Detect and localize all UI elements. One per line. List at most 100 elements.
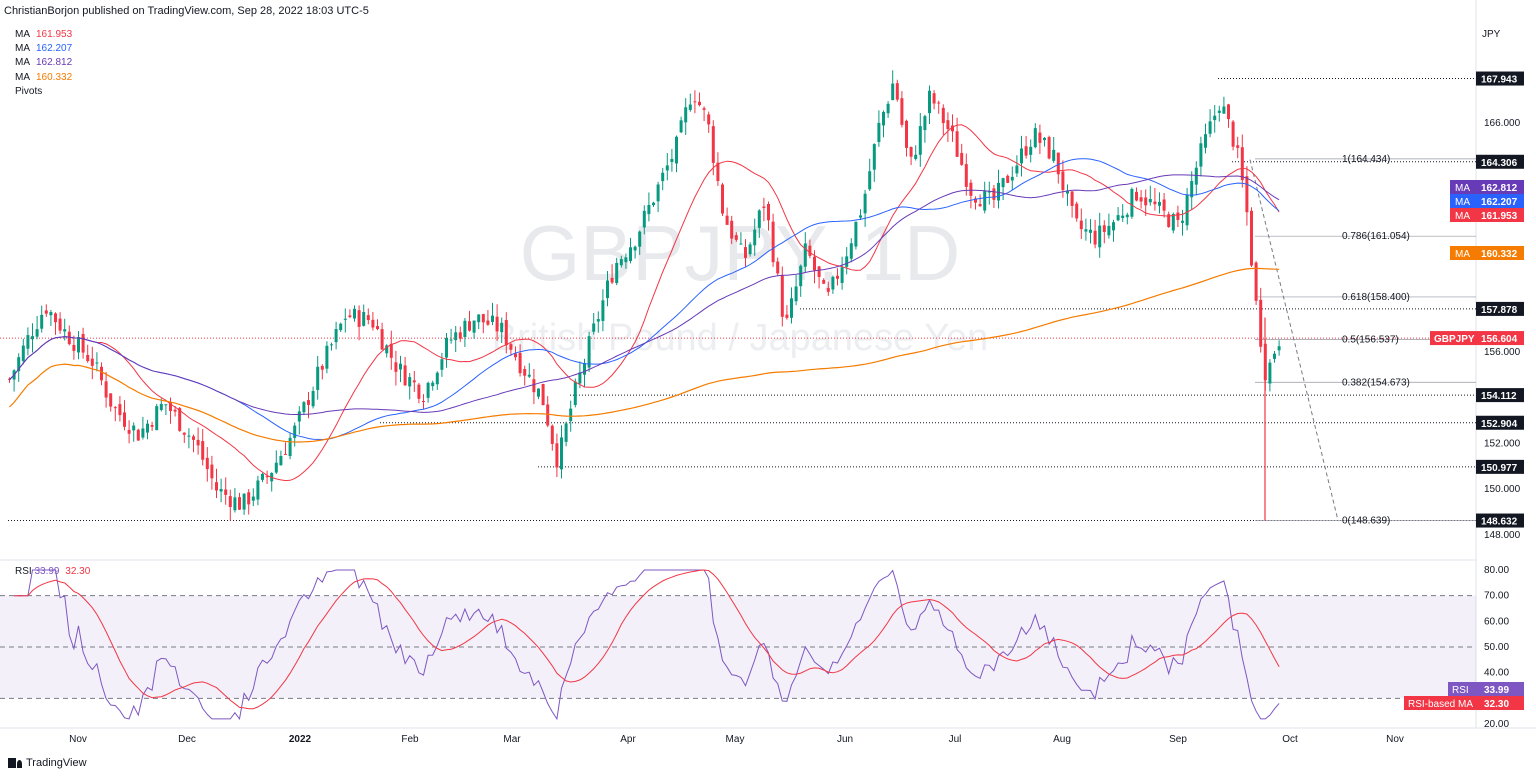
candle-body xyxy=(1089,229,1092,233)
time-tick-11: Oct xyxy=(1282,734,1298,745)
candle-body xyxy=(983,190,987,211)
time-tick-7: Jun xyxy=(837,734,853,745)
candle-body xyxy=(1052,149,1056,161)
candle-body xyxy=(31,336,34,340)
candle-body xyxy=(688,104,692,110)
candle-body xyxy=(937,102,941,104)
candle-body xyxy=(711,126,715,163)
candle-body xyxy=(638,231,642,247)
candle-body xyxy=(863,193,867,214)
level-badge-1 xyxy=(1476,154,1524,169)
candle-body xyxy=(1015,165,1019,174)
candle-body xyxy=(279,456,283,466)
ma-legend-1[interactable]: MA 161.953 xyxy=(15,29,73,40)
candle-body xyxy=(877,122,881,143)
rsi-legend[interactable]: RSI 33.99 32.30 xyxy=(15,566,91,577)
ma-100-line xyxy=(9,174,1280,415)
rsi-tick-4: 60.00 xyxy=(1484,616,1509,627)
fib-label-3: 0.5(156.537) xyxy=(1342,335,1399,346)
indicator-legend: MA 161.953 MA 162.207 MA 162.812 MA 160.332 … xyxy=(15,28,72,99)
price-tick-2: 152.000 xyxy=(1484,438,1521,449)
candle-body xyxy=(49,312,53,316)
level-label-0: 167.943 xyxy=(1481,75,1518,86)
candle-body xyxy=(311,391,315,407)
candle-body xyxy=(518,352,522,374)
fib-label-0: 1(164.434) xyxy=(1342,154,1390,165)
candle-body xyxy=(403,365,407,386)
candle-body xyxy=(803,243,807,267)
candle-body xyxy=(1075,203,1079,219)
candle-body xyxy=(762,206,766,208)
candle-body xyxy=(836,275,839,279)
ma-badge-value-0: 162.812 xyxy=(1481,183,1518,194)
price-tick-4: 166.000 xyxy=(1484,118,1521,129)
candle-body xyxy=(923,116,927,131)
candle-body xyxy=(146,423,149,433)
candle-body xyxy=(21,345,25,362)
candle-body xyxy=(1227,104,1230,120)
candle-body xyxy=(537,388,540,397)
ma-legend-4[interactable]: MA 160.332 xyxy=(15,71,73,83)
level-label-4: 152.904 xyxy=(1481,419,1518,430)
candle-body xyxy=(744,247,747,258)
candle-body xyxy=(1020,148,1023,164)
candle-body xyxy=(914,154,918,159)
candle-body xyxy=(785,314,789,318)
candle-body xyxy=(219,488,223,492)
candle-body xyxy=(118,404,122,416)
ma-legend-1-value: 161.953 xyxy=(36,29,73,40)
candle-body xyxy=(385,345,389,354)
candle-body xyxy=(339,323,343,331)
candle-body xyxy=(422,401,425,403)
ma-badge-value-2: 161.953 xyxy=(1481,211,1518,222)
current-price-badge xyxy=(1430,331,1524,346)
price-tick-0: 148.000 xyxy=(1484,530,1521,541)
candle-body xyxy=(1098,225,1102,248)
candle-body xyxy=(757,210,761,228)
level-badge-5 xyxy=(1476,459,1524,474)
tradingview-footer[interactable]: TradingView xyxy=(8,757,87,769)
candle-body xyxy=(412,380,416,383)
rsi-line xyxy=(14,569,1280,721)
candle-body xyxy=(376,326,379,329)
candle-body xyxy=(500,322,504,333)
rsi-tick-5: 70.00 xyxy=(1484,591,1509,602)
candle-body xyxy=(1217,110,1221,113)
candle-body xyxy=(169,402,172,411)
candle-body xyxy=(532,379,536,393)
candle-body xyxy=(196,439,200,446)
candle-body xyxy=(477,314,481,323)
level-label-2: 157.878 xyxy=(1481,305,1518,316)
candle-body xyxy=(307,400,310,405)
candle-body xyxy=(1250,210,1253,266)
candle-body xyxy=(780,275,784,317)
time-tick-6: May xyxy=(726,734,745,745)
candle-body xyxy=(481,314,485,323)
ma-badge-tag-2: MA xyxy=(1455,211,1470,222)
ma-badge-tag-1: MA xyxy=(1455,197,1470,208)
candle-body xyxy=(449,339,453,341)
ma-legend-2[interactable]: MA 162.207 xyxy=(15,43,73,55)
level-badge-3 xyxy=(1476,388,1524,403)
candle-body xyxy=(486,320,490,325)
time-tick-4: Mar xyxy=(503,734,521,745)
candle-body xyxy=(606,280,609,299)
pivots-legend[interactable]: Pivots xyxy=(15,85,43,97)
candle-body xyxy=(905,120,908,148)
candle-body xyxy=(302,402,306,413)
candle-body xyxy=(932,93,936,104)
candle-body xyxy=(1231,121,1235,147)
candle-body xyxy=(1135,191,1138,201)
ma-legend-3[interactable]: MA 162.812 xyxy=(15,57,73,69)
candle-body xyxy=(86,354,90,362)
candle-body xyxy=(550,425,554,444)
candle-body xyxy=(1102,225,1106,232)
candle-body xyxy=(799,265,803,287)
candle-body xyxy=(573,381,577,405)
rsi-tick-3: 50.00 xyxy=(1484,642,1509,653)
candle-body xyxy=(63,329,67,332)
candle-body xyxy=(238,497,241,510)
rsi-legend-value: 33.99 xyxy=(34,566,60,577)
ma-20-line xyxy=(9,124,1280,482)
